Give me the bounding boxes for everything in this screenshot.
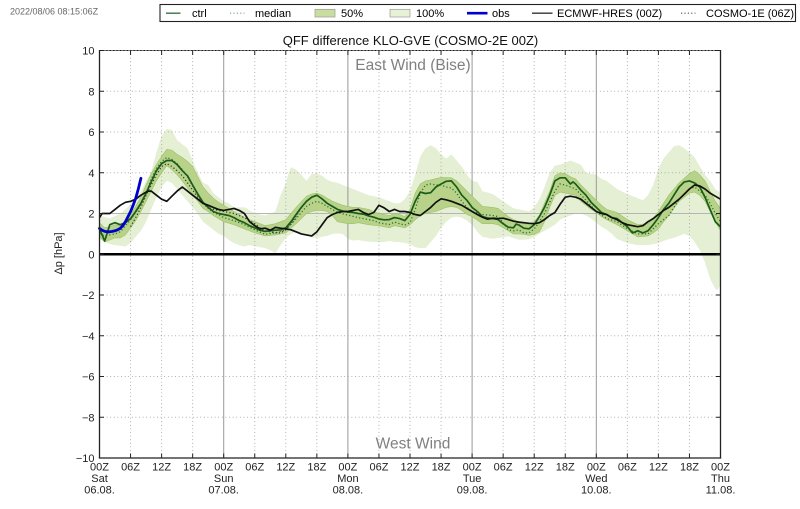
svg-text:12Z: 12Z	[152, 462, 171, 474]
svg-text:−4: −4	[82, 331, 95, 343]
svg-text:08.08.: 08.08.	[333, 485, 364, 497]
svg-text:50%: 50%	[341, 8, 363, 20]
svg-text:12Z: 12Z	[649, 462, 668, 474]
svg-text:18Z: 18Z	[556, 462, 575, 474]
svg-text:11.08.: 11.08.	[706, 485, 736, 497]
svg-text:Tue: Tue	[463, 473, 482, 485]
svg-text:18Z: 18Z	[432, 462, 451, 474]
svg-text:00Z: 00Z	[338, 462, 357, 474]
svg-text:06Z: 06Z	[245, 462, 264, 474]
svg-text:Thu: Thu	[711, 473, 730, 485]
svg-text:ECMWF-HRES (00Z): ECMWF-HRES (00Z)	[557, 8, 662, 20]
svg-text:obs: obs	[492, 8, 510, 20]
svg-text:Mon: Mon	[337, 473, 358, 485]
svg-text:06.08.: 06.08.	[84, 485, 115, 497]
svg-text:East Wind (Bise): East Wind (Bise)	[355, 57, 470, 74]
svg-text:07.08.: 07.08.	[208, 485, 239, 497]
svg-text:Wed: Wed	[585, 473, 607, 485]
svg-text:09.08.: 09.08.	[457, 485, 488, 497]
svg-text:2022/08/06 08:15:06Z: 2022/08/06 08:15:06Z	[10, 7, 99, 17]
svg-text:2: 2	[88, 209, 94, 221]
svg-text:6: 6	[88, 127, 94, 139]
svg-text:00Z: 00Z	[214, 462, 233, 474]
svg-text:00Z: 00Z	[587, 462, 606, 474]
svg-text:median: median	[255, 8, 291, 20]
svg-text:−6: −6	[82, 372, 95, 384]
svg-text:−10: −10	[76, 453, 95, 465]
svg-text:12Z: 12Z	[525, 462, 544, 474]
svg-text:18Z: 18Z	[183, 462, 202, 474]
svg-text:West Wind: West Wind	[376, 436, 451, 453]
svg-text:100%: 100%	[416, 8, 444, 20]
svg-text:−2: −2	[82, 290, 95, 302]
svg-text:0: 0	[88, 249, 94, 261]
svg-text:10.08.: 10.08.	[581, 485, 612, 497]
svg-text:00Z: 00Z	[711, 462, 730, 474]
svg-text:06Z: 06Z	[121, 462, 140, 474]
svg-text:Sat: Sat	[91, 473, 108, 485]
svg-text:12Z: 12Z	[401, 462, 420, 474]
svg-text:18Z: 18Z	[307, 462, 326, 474]
svg-text:Δp [hPa]: Δp [hPa]	[53, 232, 65, 274]
svg-text:−8: −8	[82, 412, 95, 424]
svg-text:ctrl: ctrl	[192, 8, 207, 20]
svg-text:00Z: 00Z	[90, 462, 109, 474]
svg-text:8: 8	[88, 86, 94, 98]
svg-text:06Z: 06Z	[369, 462, 388, 474]
svg-text:Sun: Sun	[214, 473, 234, 485]
svg-text:06Z: 06Z	[618, 462, 637, 474]
svg-text:QFF difference KLO-GVE (COSMO-: QFF difference KLO-GVE (COSMO-2E 00Z)	[283, 33, 539, 48]
svg-text:06Z: 06Z	[494, 462, 513, 474]
svg-text:00Z: 00Z	[463, 462, 482, 474]
svg-text:COSMO-1E (06Z): COSMO-1E (06Z)	[706, 8, 794, 20]
svg-text:12Z: 12Z	[276, 462, 295, 474]
svg-text:4: 4	[88, 168, 94, 180]
svg-text:18Z: 18Z	[680, 462, 699, 474]
svg-text:10: 10	[82, 46, 94, 58]
